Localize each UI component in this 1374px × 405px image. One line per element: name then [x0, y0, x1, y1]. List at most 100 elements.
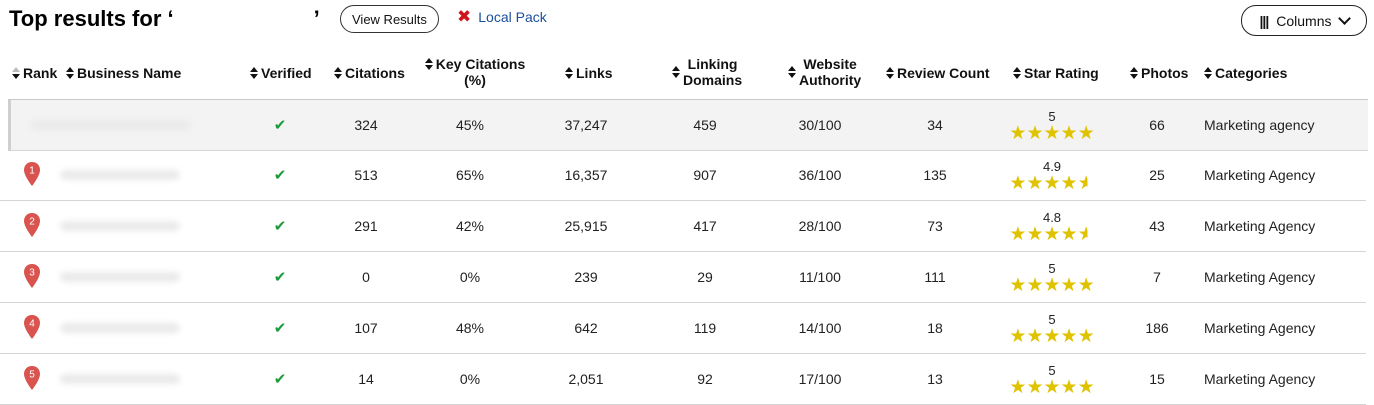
table-row[interactable]: ✔ 324 45% 37,247 459 30/100 34 5 ★ ★ ★ ★ ★ 66 Marketin…: [8, 99, 1368, 151]
view-results-button[interactable]: View Results: [340, 5, 439, 33]
verified-cell: ✔: [265, 100, 295, 150]
column-header-review-count[interactable]: Review Count: [886, 65, 990, 81]
column-label: Linking: [687, 56, 738, 72]
citations-cell: 0: [362, 269, 370, 285]
column-header-links[interactable]: Links: [565, 65, 613, 81]
table-row[interactable]: 5 ✔ 14 0% 2,051 92 17/100 13 5 ★ ★ ★ ★ ★ 15 Marketing A…: [0, 354, 1366, 405]
star-icon: ★: [1077, 123, 1095, 144]
column-header-citations[interactable]: Citations: [334, 65, 405, 81]
review-count-cell: 111: [924, 269, 946, 285]
column-label: Domains: [683, 72, 743, 88]
sort-icon: [565, 66, 573, 80]
review-count-cell: 13: [927, 371, 943, 387]
citations-cell: 107: [354, 320, 378, 336]
photos-cell: 15: [1149, 371, 1165, 387]
website-authority-cell: 36/100: [798, 167, 842, 183]
column-header-photos[interactable]: Photos: [1130, 65, 1188, 81]
star-icon: ★: [1026, 123, 1044, 144]
star-rating: ★ ★ ★ ★ ★: [1009, 275, 1095, 296]
photos-cell: 7: [1153, 269, 1161, 285]
table-row[interactable]: 2 ✔ 291 42% 25,915 417 28/100 73 4.8 ★ ★ ★ ★ ★ 43 Marke…: [0, 201, 1366, 252]
links-cell: 2,051: [568, 371, 604, 387]
star-icon: ★: [1026, 326, 1044, 347]
star-icon: ★: [1043, 224, 1061, 245]
business-name-redacted: [60, 323, 180, 333]
column-label: Authority: [799, 72, 862, 88]
column-header-verified[interactable]: Verified: [250, 65, 312, 81]
review-count-cell: 34: [927, 117, 943, 133]
results-header: Top results for ‘ ’ View Results ✖ Local …: [0, 0, 1374, 40]
star-icon: ★: [1009, 123, 1027, 144]
star-rating-value: 4.9: [1042, 159, 1062, 174]
column-header-key-citations[interactable]: Key Citations (%): [420, 56, 530, 88]
local-pack-toggle[interactable]: ✖ Local Pack: [457, 8, 547, 25]
check-icon: ✔: [273, 218, 287, 235]
linking-domains-cell: 119: [693, 320, 717, 336]
star-icon: ★: [1060, 275, 1078, 296]
star-icon: ★: [1026, 224, 1044, 245]
key-citations-cell: 45%: [455, 117, 485, 133]
citations-cell: 513: [354, 167, 378, 183]
star-icon: ★: [1060, 224, 1078, 245]
column-label: Key Citations: [435, 56, 526, 72]
links-cell: 239: [574, 269, 598, 285]
column-header-categories[interactable]: Categories: [1204, 65, 1287, 81]
linking-domains-cell: 29: [697, 269, 713, 285]
local-pack-label: Local Pack: [478, 9, 547, 25]
columns-icon: |||: [1259, 12, 1269, 29]
map-pin-icon: 5: [24, 366, 40, 390]
categories-cell: Marketing Agency: [1204, 269, 1316, 285]
linking-domains-cell: 459: [693, 117, 717, 133]
sort-icon: [12, 66, 20, 80]
table-row[interactable]: 4 ✔ 107 48% 642 119 14/100 18 5 ★ ★ ★ ★ ★ 186 Marketing…: [0, 303, 1366, 354]
table-row[interactable]: 1 ✔ 513 65% 16,357 907 36/100 135 4.9 ★ ★ ★ ★ ★ 25 Mark…: [0, 150, 1366, 201]
star-icon: ★: [1009, 173, 1027, 194]
website-authority-cell: 11/100: [799, 269, 841, 285]
star-rating: ★ ★ ★ ★ ★: [1009, 173, 1095, 194]
review-count-cell: 73: [927, 218, 943, 234]
review-count-cell: 135: [923, 167, 947, 183]
photos-cell: 25: [1149, 167, 1165, 183]
star-rating-value: 4.8: [1042, 210, 1062, 225]
table-row[interactable]: 3 ✔ 0 0% 239 29 11/100 111 5 ★ ★ ★ ★ ★ 7 Marketing Agen…: [0, 252, 1366, 303]
page-title: Top results for ‘ ’: [9, 6, 320, 32]
column-header-business-name[interactable]: Business Name: [66, 65, 181, 81]
star-icon: ★: [1077, 377, 1095, 398]
columns-label: Columns: [1276, 12, 1332, 29]
sort-icon: [886, 66, 894, 80]
check-icon: ✔: [273, 117, 287, 134]
column-header-website-authority[interactable]: Website Authority: [788, 56, 861, 88]
star-icon: ★: [1026, 173, 1044, 194]
key-citations-cell: 42%: [455, 218, 485, 234]
business-name-redacted: [60, 374, 180, 384]
citations-cell: 324: [354, 117, 378, 133]
check-icon: ✔: [273, 371, 287, 388]
check-icon: ✔: [273, 320, 287, 337]
star-icon: ★: [1043, 173, 1061, 194]
sort-icon: [672, 65, 680, 79]
key-citations-cell: 48%: [455, 320, 485, 336]
links-cell: 25,915: [564, 218, 608, 234]
star-icon: ★: [1009, 275, 1027, 296]
categories-cell: Marketing Agency: [1204, 320, 1316, 336]
website-authority-cell: 28/100: [798, 218, 842, 234]
key-citations-cell: 65%: [455, 167, 485, 183]
column-header-linking-domains[interactable]: Linking Domains: [672, 56, 742, 88]
column-label: Links: [576, 65, 613, 81]
map-pin-icon: 4: [24, 315, 40, 339]
star-icon: ★: [1077, 275, 1095, 296]
column-header-star-rating[interactable]: Star Rating: [1013, 65, 1099, 81]
photos-cell: 186: [1145, 320, 1169, 336]
star-icon: ★: [1009, 377, 1027, 398]
linking-domains-cell: 417: [693, 218, 717, 234]
star-icon: ★: [1077, 224, 1095, 245]
star-icon: ★: [1060, 377, 1078, 398]
key-citations-cell: 0%: [459, 269, 481, 285]
star-icon: ★: [1060, 326, 1078, 347]
star-icon: ★: [1077, 173, 1095, 194]
column-header-rank[interactable]: Rank: [12, 65, 57, 81]
sort-icon: [66, 66, 74, 80]
star-icon: ★: [1026, 275, 1044, 296]
star-rating-value: 5: [1048, 363, 1056, 378]
columns-button[interactable]: ||| Columns: [1241, 5, 1367, 36]
